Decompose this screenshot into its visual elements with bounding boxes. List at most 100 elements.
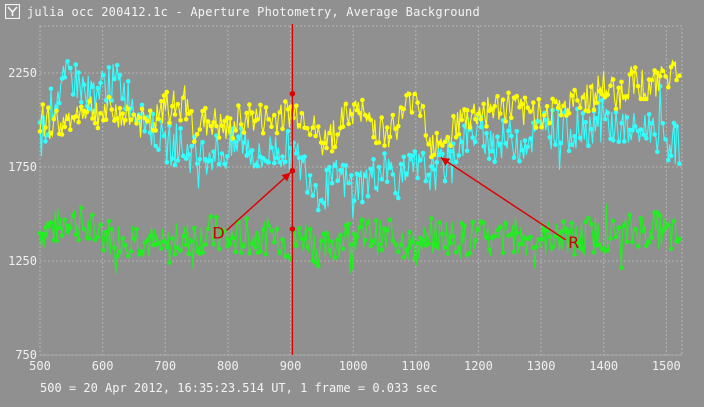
data-point xyxy=(294,151,299,156)
data-point xyxy=(484,131,489,136)
data-point xyxy=(272,240,277,245)
data-point xyxy=(324,145,329,151)
data-point xyxy=(87,98,92,104)
data-point xyxy=(511,249,517,255)
data-point xyxy=(175,158,181,163)
data-point xyxy=(467,250,473,256)
data-point xyxy=(671,218,677,224)
data-point xyxy=(172,112,178,117)
data-point xyxy=(120,236,125,241)
data-point xyxy=(211,120,216,125)
data-point xyxy=(644,136,649,141)
data-point xyxy=(495,228,500,233)
data-point xyxy=(139,248,145,254)
data-point xyxy=(412,149,418,154)
x-tick-label: 1000 xyxy=(339,359,368,373)
data-point xyxy=(307,226,313,232)
data-point xyxy=(456,245,462,250)
data-point xyxy=(470,219,476,225)
data-point xyxy=(170,236,175,241)
data-point xyxy=(663,74,668,79)
data-point xyxy=(109,107,114,112)
data-point xyxy=(445,251,451,256)
data-point xyxy=(660,229,666,234)
data-point xyxy=(580,247,586,253)
data-point xyxy=(159,246,164,251)
data-point xyxy=(68,65,73,71)
data-point xyxy=(484,124,489,129)
data-point xyxy=(514,129,520,134)
data-point xyxy=(566,110,572,116)
data-point xyxy=(189,239,194,244)
data-point xyxy=(525,144,531,149)
data-point xyxy=(398,161,404,167)
data-point xyxy=(164,244,170,250)
data-point xyxy=(489,107,495,112)
data-point xyxy=(92,120,98,126)
data-point xyxy=(613,110,619,115)
data-point xyxy=(442,178,448,184)
data-point xyxy=(357,225,363,230)
data-point xyxy=(475,111,481,117)
x-tick-label: 1200 xyxy=(464,359,493,373)
data-point xyxy=(509,133,514,139)
data-point xyxy=(459,139,465,145)
data-point xyxy=(677,73,682,78)
data-point xyxy=(269,145,274,150)
data-point xyxy=(216,135,222,140)
data-point xyxy=(376,242,382,247)
data-point xyxy=(384,125,390,130)
data-point xyxy=(125,79,131,84)
data-point xyxy=(382,143,387,148)
data-point xyxy=(492,234,498,239)
data-point xyxy=(48,86,54,92)
data-point xyxy=(230,135,236,141)
data-point xyxy=(208,214,214,219)
data-point xyxy=(627,212,633,218)
data-point xyxy=(48,130,54,136)
data-point xyxy=(277,110,283,115)
data-point xyxy=(362,173,368,179)
x-tick-label: 600 xyxy=(92,359,114,373)
annotation-label-r: R xyxy=(568,233,579,252)
data-point xyxy=(368,166,374,172)
data-point xyxy=(418,158,423,163)
annotation-arrow-d xyxy=(226,172,292,231)
data-point xyxy=(57,100,62,106)
data-point xyxy=(453,160,459,165)
plot-frame xyxy=(39,25,683,356)
data-point xyxy=(396,195,401,201)
data-point xyxy=(434,130,440,136)
data-point xyxy=(387,165,393,171)
data-point xyxy=(649,121,655,126)
data-point xyxy=(327,164,332,170)
x-tick-label: 1500 xyxy=(652,359,681,373)
data-point xyxy=(48,220,54,225)
data-point xyxy=(296,226,302,231)
data-point xyxy=(360,97,365,103)
data-point xyxy=(79,104,84,110)
data-point xyxy=(76,70,81,75)
data-point xyxy=(622,139,627,144)
data-point xyxy=(159,99,164,104)
data-point xyxy=(677,161,682,166)
data-point xyxy=(583,120,588,125)
x-tick-label: 700 xyxy=(154,359,176,373)
data-point xyxy=(638,216,644,221)
data-point xyxy=(233,139,238,144)
data-point xyxy=(478,124,484,130)
data-point xyxy=(564,226,569,232)
data-point xyxy=(497,111,503,116)
data-point xyxy=(316,207,321,213)
y-tick-label: 2250 xyxy=(8,66,37,80)
data-point xyxy=(285,253,291,259)
data-point xyxy=(346,121,352,127)
data-point xyxy=(79,205,84,211)
data-point xyxy=(227,116,233,121)
data-point xyxy=(520,241,525,247)
data-point xyxy=(329,239,335,244)
data-point xyxy=(553,142,558,148)
marker-point xyxy=(289,90,296,97)
data-point xyxy=(398,242,404,248)
